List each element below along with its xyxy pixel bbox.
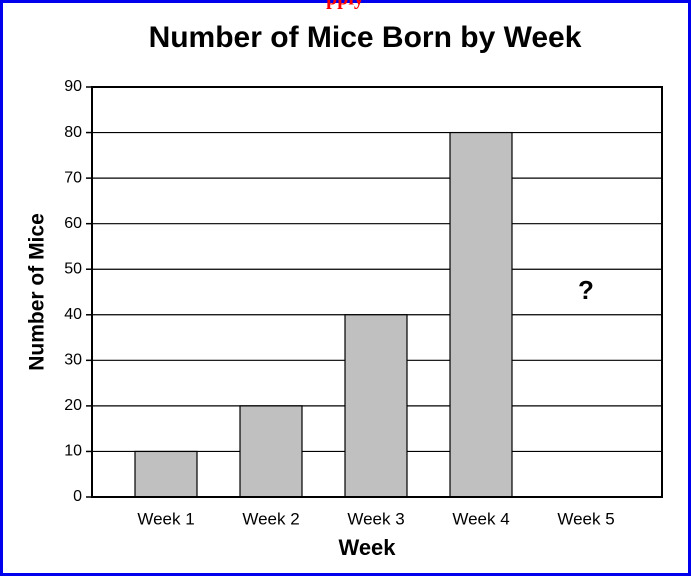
x-tick-label: Week 2 xyxy=(242,509,299,528)
y-tick-label: 40 xyxy=(64,306,82,323)
x-axis-label: Week xyxy=(338,535,396,560)
x-tick-label: Week 5 xyxy=(557,509,614,528)
x-tick-label: Week 4 xyxy=(452,509,509,528)
y-tick-label: 80 xyxy=(64,124,82,141)
bar xyxy=(449,131,513,498)
header-text: pply xyxy=(326,0,364,10)
y-tick-label: 50 xyxy=(64,260,82,277)
x-tick-label: Week 1 xyxy=(137,509,194,528)
y-tick-label: 10 xyxy=(64,443,82,460)
chart-title: Number of Mice Born by Week xyxy=(149,21,582,54)
y-tick-label: 60 xyxy=(64,215,82,232)
y-tick-label: 0 xyxy=(73,488,82,505)
y-axis-label: Number of Mice xyxy=(26,213,49,371)
y-tick-label: 70 xyxy=(64,169,82,186)
y-tick-label: 90 xyxy=(64,78,82,95)
plot-border xyxy=(91,86,663,498)
bar xyxy=(344,314,408,498)
y-tick-label: 30 xyxy=(64,352,82,369)
bar xyxy=(239,405,303,498)
y-tick-label: 20 xyxy=(64,397,82,414)
annotation: ? xyxy=(578,275,594,305)
bar xyxy=(134,450,198,498)
x-tick-label: Week 3 xyxy=(347,509,404,528)
